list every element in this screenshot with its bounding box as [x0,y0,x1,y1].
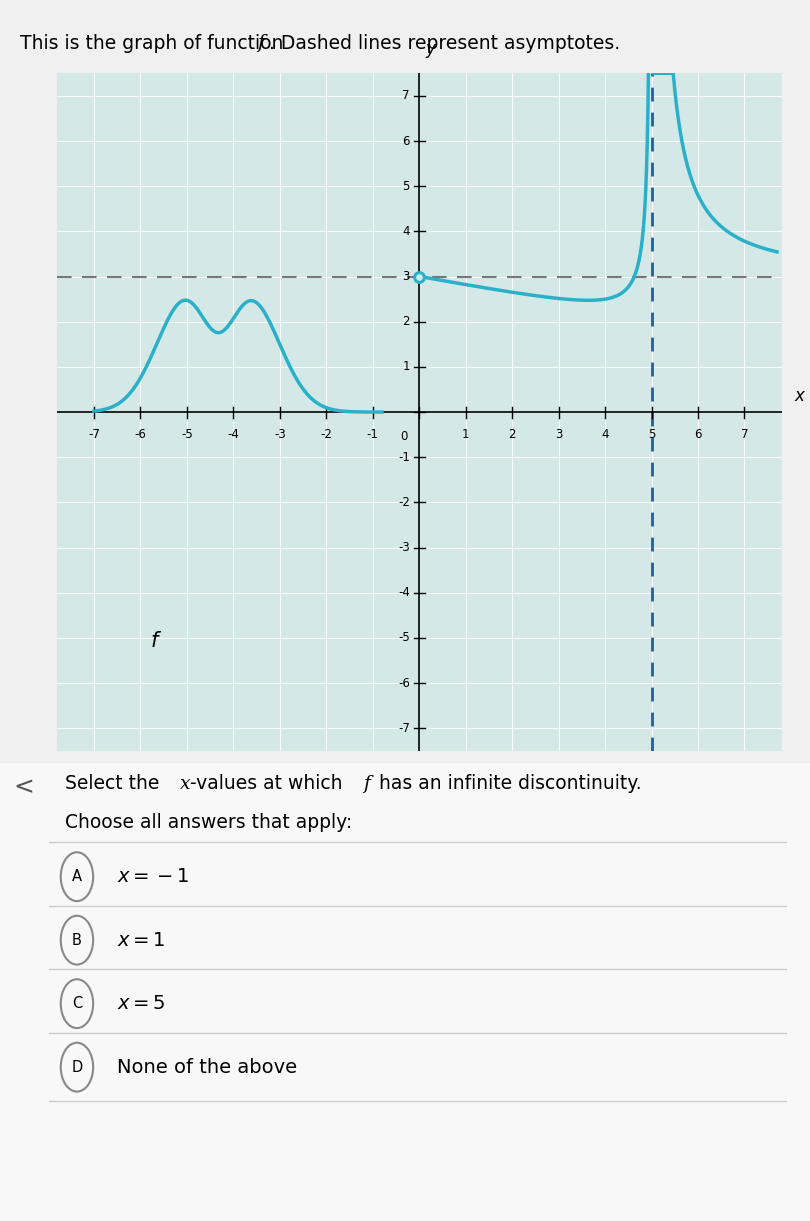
Text: Select the: Select the [65,774,165,794]
Text: 7: 7 [403,89,410,103]
Text: -4: -4 [228,427,239,441]
Text: -2: -2 [398,496,410,509]
Text: D: D [71,1060,83,1074]
Text: C: C [72,996,82,1011]
Text: B: B [72,933,82,947]
Text: -5: -5 [399,631,410,645]
Text: 2: 2 [509,427,516,441]
Text: 4: 4 [601,427,609,441]
Text: -7: -7 [398,722,410,735]
Text: $x$: $x$ [794,387,807,405]
Text: f: f [363,775,370,792]
Text: 3: 3 [403,270,410,283]
Text: has an infinite discontinuity.: has an infinite discontinuity. [373,774,642,794]
Text: x: x [180,775,190,792]
Text: <: < [14,775,35,800]
Text: Choose all answers that apply:: Choose all answers that apply: [65,813,352,833]
Text: 4: 4 [403,225,410,238]
Text: -6: -6 [398,676,410,690]
Text: -6: -6 [134,427,147,441]
Text: 6: 6 [694,427,701,441]
Text: -2: -2 [320,427,332,441]
Text: 1: 1 [403,360,410,374]
Text: f: f [258,34,265,53]
Text: 5: 5 [648,427,655,441]
Text: 3: 3 [555,427,562,441]
Text: $y$: $y$ [424,42,437,60]
Text: A: A [72,869,82,884]
Text: None of the above: None of the above [117,1057,297,1077]
Text: $x = 5$: $x = 5$ [117,994,166,1013]
Text: -4: -4 [398,586,410,600]
Text: 0: 0 [400,430,407,443]
Text: -3: -3 [399,541,410,554]
Text: -3: -3 [274,427,286,441]
Text: $x = 1$: $x = 1$ [117,930,166,950]
Text: 1: 1 [462,427,470,441]
Text: -values at which: -values at which [190,774,349,794]
Text: . Dashed lines represent asymptotes.: . Dashed lines represent asymptotes. [269,34,620,54]
Text: $f$: $f$ [150,631,162,651]
Text: -1: -1 [367,427,378,441]
Text: -1: -1 [398,451,410,464]
Text: 5: 5 [403,179,410,193]
Text: 2: 2 [403,315,410,328]
Text: This is the graph of function: This is the graph of function [20,34,290,54]
Text: -7: -7 [88,427,100,441]
Text: $x = -1$: $x = -1$ [117,867,190,886]
Text: 7: 7 [740,427,748,441]
Text: -5: -5 [181,427,193,441]
Text: 6: 6 [403,134,410,148]
